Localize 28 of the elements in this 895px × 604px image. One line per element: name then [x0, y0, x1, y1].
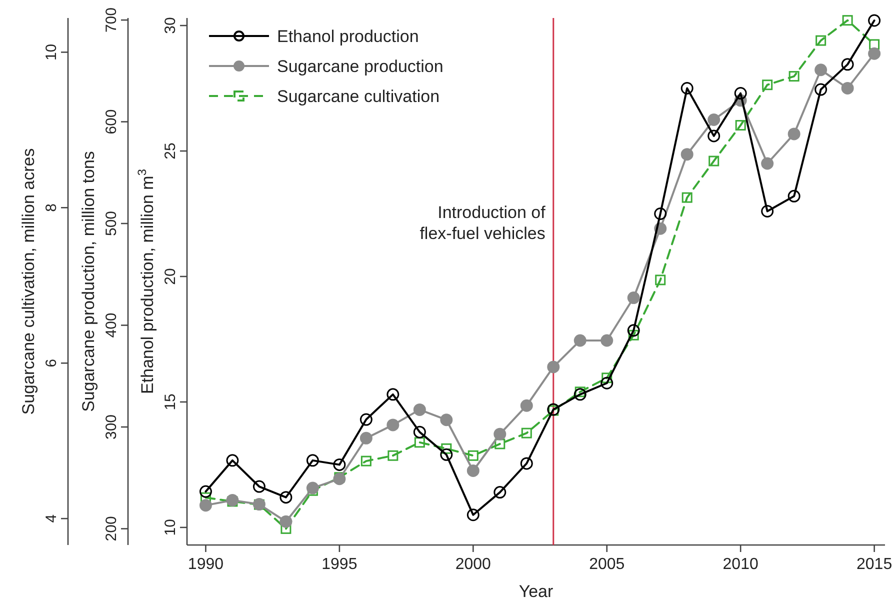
y2-tick-label: 700: [103, 8, 120, 33]
y2-tick-label: 600: [103, 109, 120, 134]
y2-tick-label: 300: [103, 414, 120, 440]
ref-line-label: Introduction of flex-fuel vehicles: [420, 203, 546, 243]
y3-tick-label: 6: [43, 358, 60, 368]
x-tick-label: 2005: [589, 556, 625, 573]
y2-tick-label: 200: [103, 516, 120, 542]
y-tick-label: 30: [162, 17, 179, 34]
x-axis-title: Year: [518, 582, 554, 601]
legend-label: Ethanol production: [277, 27, 419, 46]
y2-axis-title: Sugarcane production, million tons: [79, 151, 98, 412]
y-tick-label: 15: [162, 394, 179, 410]
legend-label: Sugarcane cultivation: [277, 87, 440, 106]
y3-tick-label: 4: [43, 514, 60, 523]
x-tick-label: 2010: [722, 556, 758, 573]
y3-axis-title: Sugarcane cultivation, million acres: [19, 148, 38, 415]
y-tick-label: 10: [162, 519, 179, 536]
x-tick-label: 1995: [322, 556, 358, 573]
y2-tick-label: 400: [103, 312, 120, 338]
y3-tick-label: 10: [43, 44, 60, 61]
y3-tick-label: 8: [43, 203, 60, 212]
x-tick-label: 2000: [455, 556, 492, 573]
y2-tick-label: 500: [103, 210, 120, 236]
x-tick-label: 1990: [188, 556, 224, 573]
x-tick-label: 2015: [856, 556, 892, 573]
legend-label: Sugarcane production: [277, 57, 444, 76]
y-tick-label: 25: [162, 142, 179, 160]
y-tick-label: 20: [162, 268, 179, 285]
